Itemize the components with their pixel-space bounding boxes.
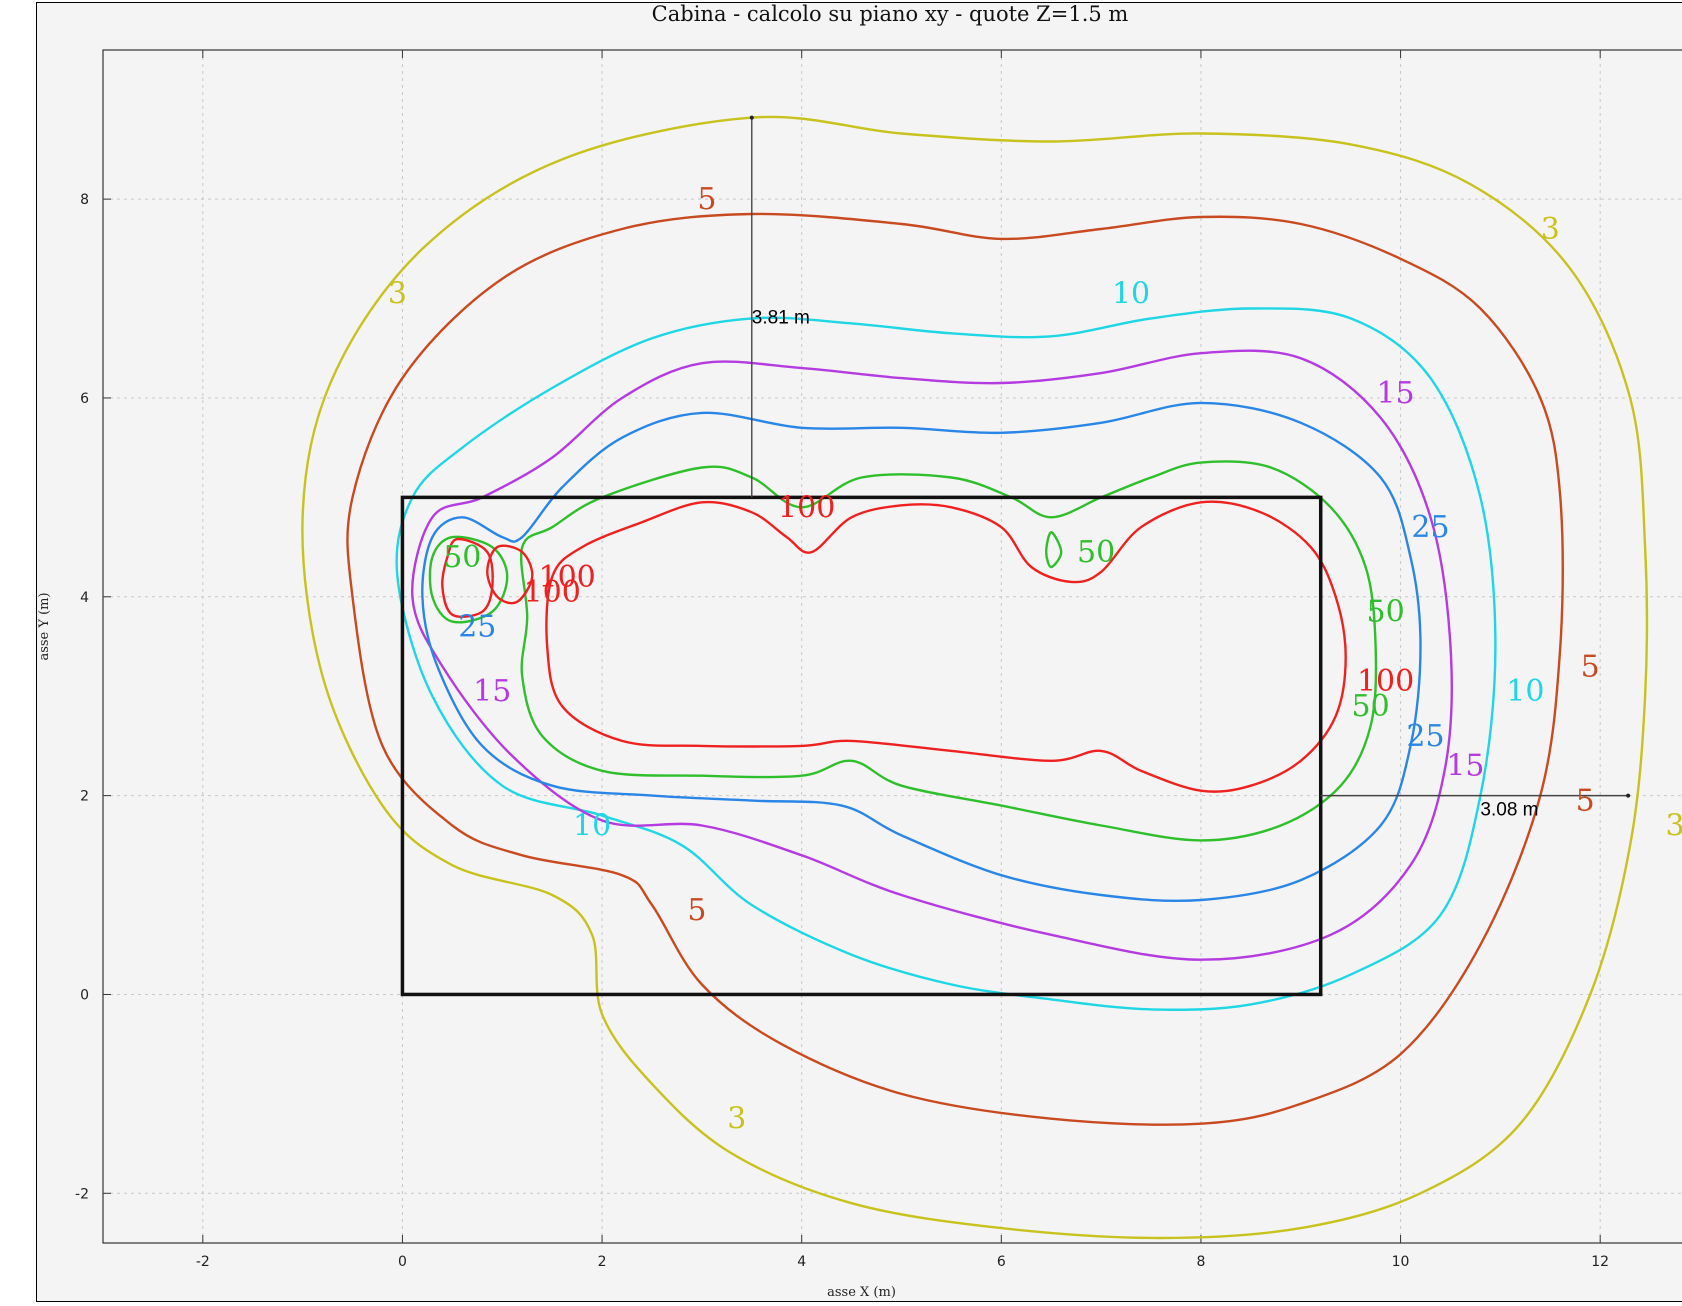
y-tick-label: 0 (80, 987, 89, 1003)
contour-line-100 (486, 544, 534, 605)
contour-label: 100 (538, 560, 595, 595)
contour-label: 50 (1352, 689, 1390, 724)
x-tick-label: 0 (398, 1254, 407, 1270)
x-tick-label: 2 (598, 1254, 607, 1270)
contour-label: 10 (1112, 277, 1150, 312)
contour-line-10 (395, 307, 1497, 1011)
chart-title: Cabina - calcolo su piano xy - quote Z=1… (651, 2, 1129, 26)
contour-line-3 (301, 115, 1649, 1240)
contour-label: 5 (687, 893, 706, 928)
contour-line-50 (519, 460, 1378, 842)
contour-line-5 (346, 212, 1564, 1126)
contour-label: 100 (524, 575, 581, 610)
y-axis-label: asse Y (m) (37, 592, 52, 660)
dimension-endpoint (1626, 793, 1631, 798)
contour-label: 50 (1366, 595, 1404, 630)
contour-label: 15 (1376, 376, 1414, 411)
plot-area (102, 49, 1682, 1244)
x-tick-label: 10 (1392, 1254, 1410, 1270)
y-tick-label: 6 (80, 391, 89, 407)
x-tick-label: 6 (997, 1254, 1006, 1270)
contour-label: 3 (1541, 212, 1560, 247)
dimension-label: 3.08 m (1480, 800, 1538, 821)
dimension-endpoint (749, 115, 754, 120)
contour-line-100 (545, 500, 1347, 793)
contour-label: 100 (778, 490, 835, 525)
contour-line-25 (421, 401, 1422, 903)
contour-label: 5 (1576, 784, 1595, 819)
contour-label: 15 (1446, 749, 1484, 784)
contour-label: 5 (697, 182, 716, 217)
x-tick-label: 8 (1196, 1254, 1205, 1270)
contour-label: 25 (1411, 510, 1449, 545)
contour-label: 15 (473, 674, 511, 709)
x-axis-label: asse X (m) (827, 1285, 896, 1300)
contour-label: 3 (388, 277, 407, 312)
y-tick-label: -2 (75, 1186, 89, 1202)
x-tick-label: -2 (196, 1254, 210, 1270)
contour-label: 10 (1506, 674, 1544, 709)
y-tick-label: 2 (80, 789, 89, 805)
contour-line-100 (441, 537, 494, 618)
contour-label: 25 (1406, 719, 1444, 754)
contour-label: 50 (443, 540, 481, 575)
contour-line-50 (1044, 530, 1063, 569)
contour-line-15 (411, 349, 1453, 961)
dimension-label: 3.81 m (752, 307, 810, 328)
contour-label: 50 (1077, 535, 1115, 570)
cabin-outline (400, 495, 1323, 997)
y-tick-label: 4 (80, 590, 89, 606)
x-tick-label: 4 (797, 1254, 806, 1270)
y-tick-label: 8 (80, 192, 89, 208)
contour-label: 3 (727, 1102, 746, 1137)
contour-label: 100 (1357, 664, 1414, 699)
x-tick-label: 12 (1591, 1254, 1609, 1270)
contour-label: 10 (573, 808, 611, 843)
contour-label: 5 (1581, 649, 1600, 684)
contour-label: 3 (1666, 808, 1682, 843)
contour-label: 25 (458, 610, 496, 645)
